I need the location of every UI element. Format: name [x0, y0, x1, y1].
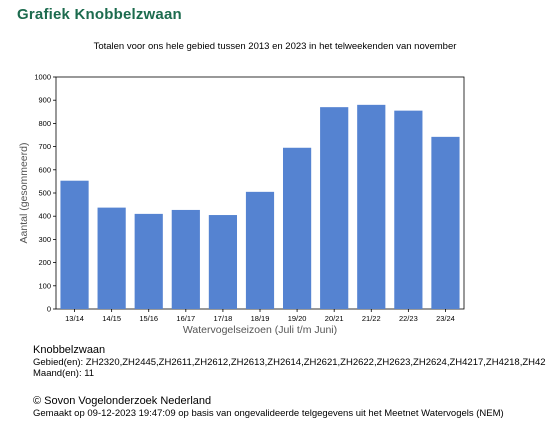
- bar-14-15: [97, 207, 126, 309]
- x-tick-label: 20/21: [325, 314, 344, 323]
- y-tick-label: 700: [38, 142, 51, 151]
- x-axis-label: Watervogelseizoen (Juli t/m Juni): [183, 324, 337, 336]
- y-tick-label: 900: [38, 96, 51, 105]
- bar-chart: Totalen voor ons hele gebied tussen 2013…: [18, 41, 465, 336]
- x-tick-label: 22/23: [399, 314, 418, 323]
- bar-20-21: [320, 107, 349, 309]
- copyright-text: © Sovon Vogelonderzoek Nederland: [33, 395, 212, 407]
- y-tick-label: 0: [47, 305, 51, 314]
- y-tick-label: 400: [38, 212, 51, 221]
- month-text: Maand(en): 11: [33, 368, 95, 379]
- bar-15-16: [134, 213, 163, 309]
- x-tick-label: 17/18: [214, 314, 233, 323]
- bar-23-24: [431, 136, 460, 309]
- y-tick-label: 1000: [34, 73, 51, 82]
- y-tick-label: 800: [38, 119, 51, 128]
- y-tick-label: 100: [38, 281, 51, 290]
- species-name: Knobbelzwaan: [33, 344, 106, 356]
- bar-13-14: [60, 180, 89, 309]
- bar-17-18: [208, 215, 238, 309]
- bar-22-23: [394, 110, 423, 309]
- bar-18-19: [245, 191, 275, 309]
- x-tick-label: 21/22: [362, 314, 381, 323]
- bar-19-20: [282, 147, 312, 309]
- y-tick-label: 500: [38, 189, 51, 198]
- x-tick-label: 18/19: [251, 314, 270, 323]
- x-tick-label: 15/16: [139, 314, 158, 323]
- y-axis: 0 100 200 300 400 500 600 700 800 900 1000: [34, 73, 56, 314]
- bars-group: [60, 104, 460, 309]
- bar-16-17: [171, 209, 200, 309]
- x-tick-label: 13/14: [65, 314, 84, 323]
- y-tick-label: 600: [38, 165, 51, 174]
- chart-title: Totalen voor ons hele gebied tussen 2013…: [94, 41, 457, 52]
- x-tick-label: 19/20: [288, 314, 307, 323]
- areas-text: Gebied(en): ZH2320,ZH2445,ZH2611,ZH2612,…: [33, 357, 546, 368]
- x-tick-label: 14/15: [102, 314, 121, 323]
- x-tick-label: 23/24: [436, 314, 455, 323]
- bar-21-22: [357, 104, 386, 309]
- y-tick-label: 200: [38, 258, 51, 267]
- x-axis: 13/14 14/15 15/16 16/17 17/18 18/19 19/20 20/21…: [65, 309, 455, 323]
- made-on-text: Gemaakt op 09-12-2023 19:47:09 op basis …: [33, 408, 504, 419]
- y-tick-label: 300: [38, 235, 51, 244]
- page-heading: Grafiek Knobbelzwaan: [17, 6, 182, 23]
- x-tick-label: 16/17: [176, 314, 195, 323]
- y-axis-label: Aantal (gesommeerd): [18, 143, 30, 244]
